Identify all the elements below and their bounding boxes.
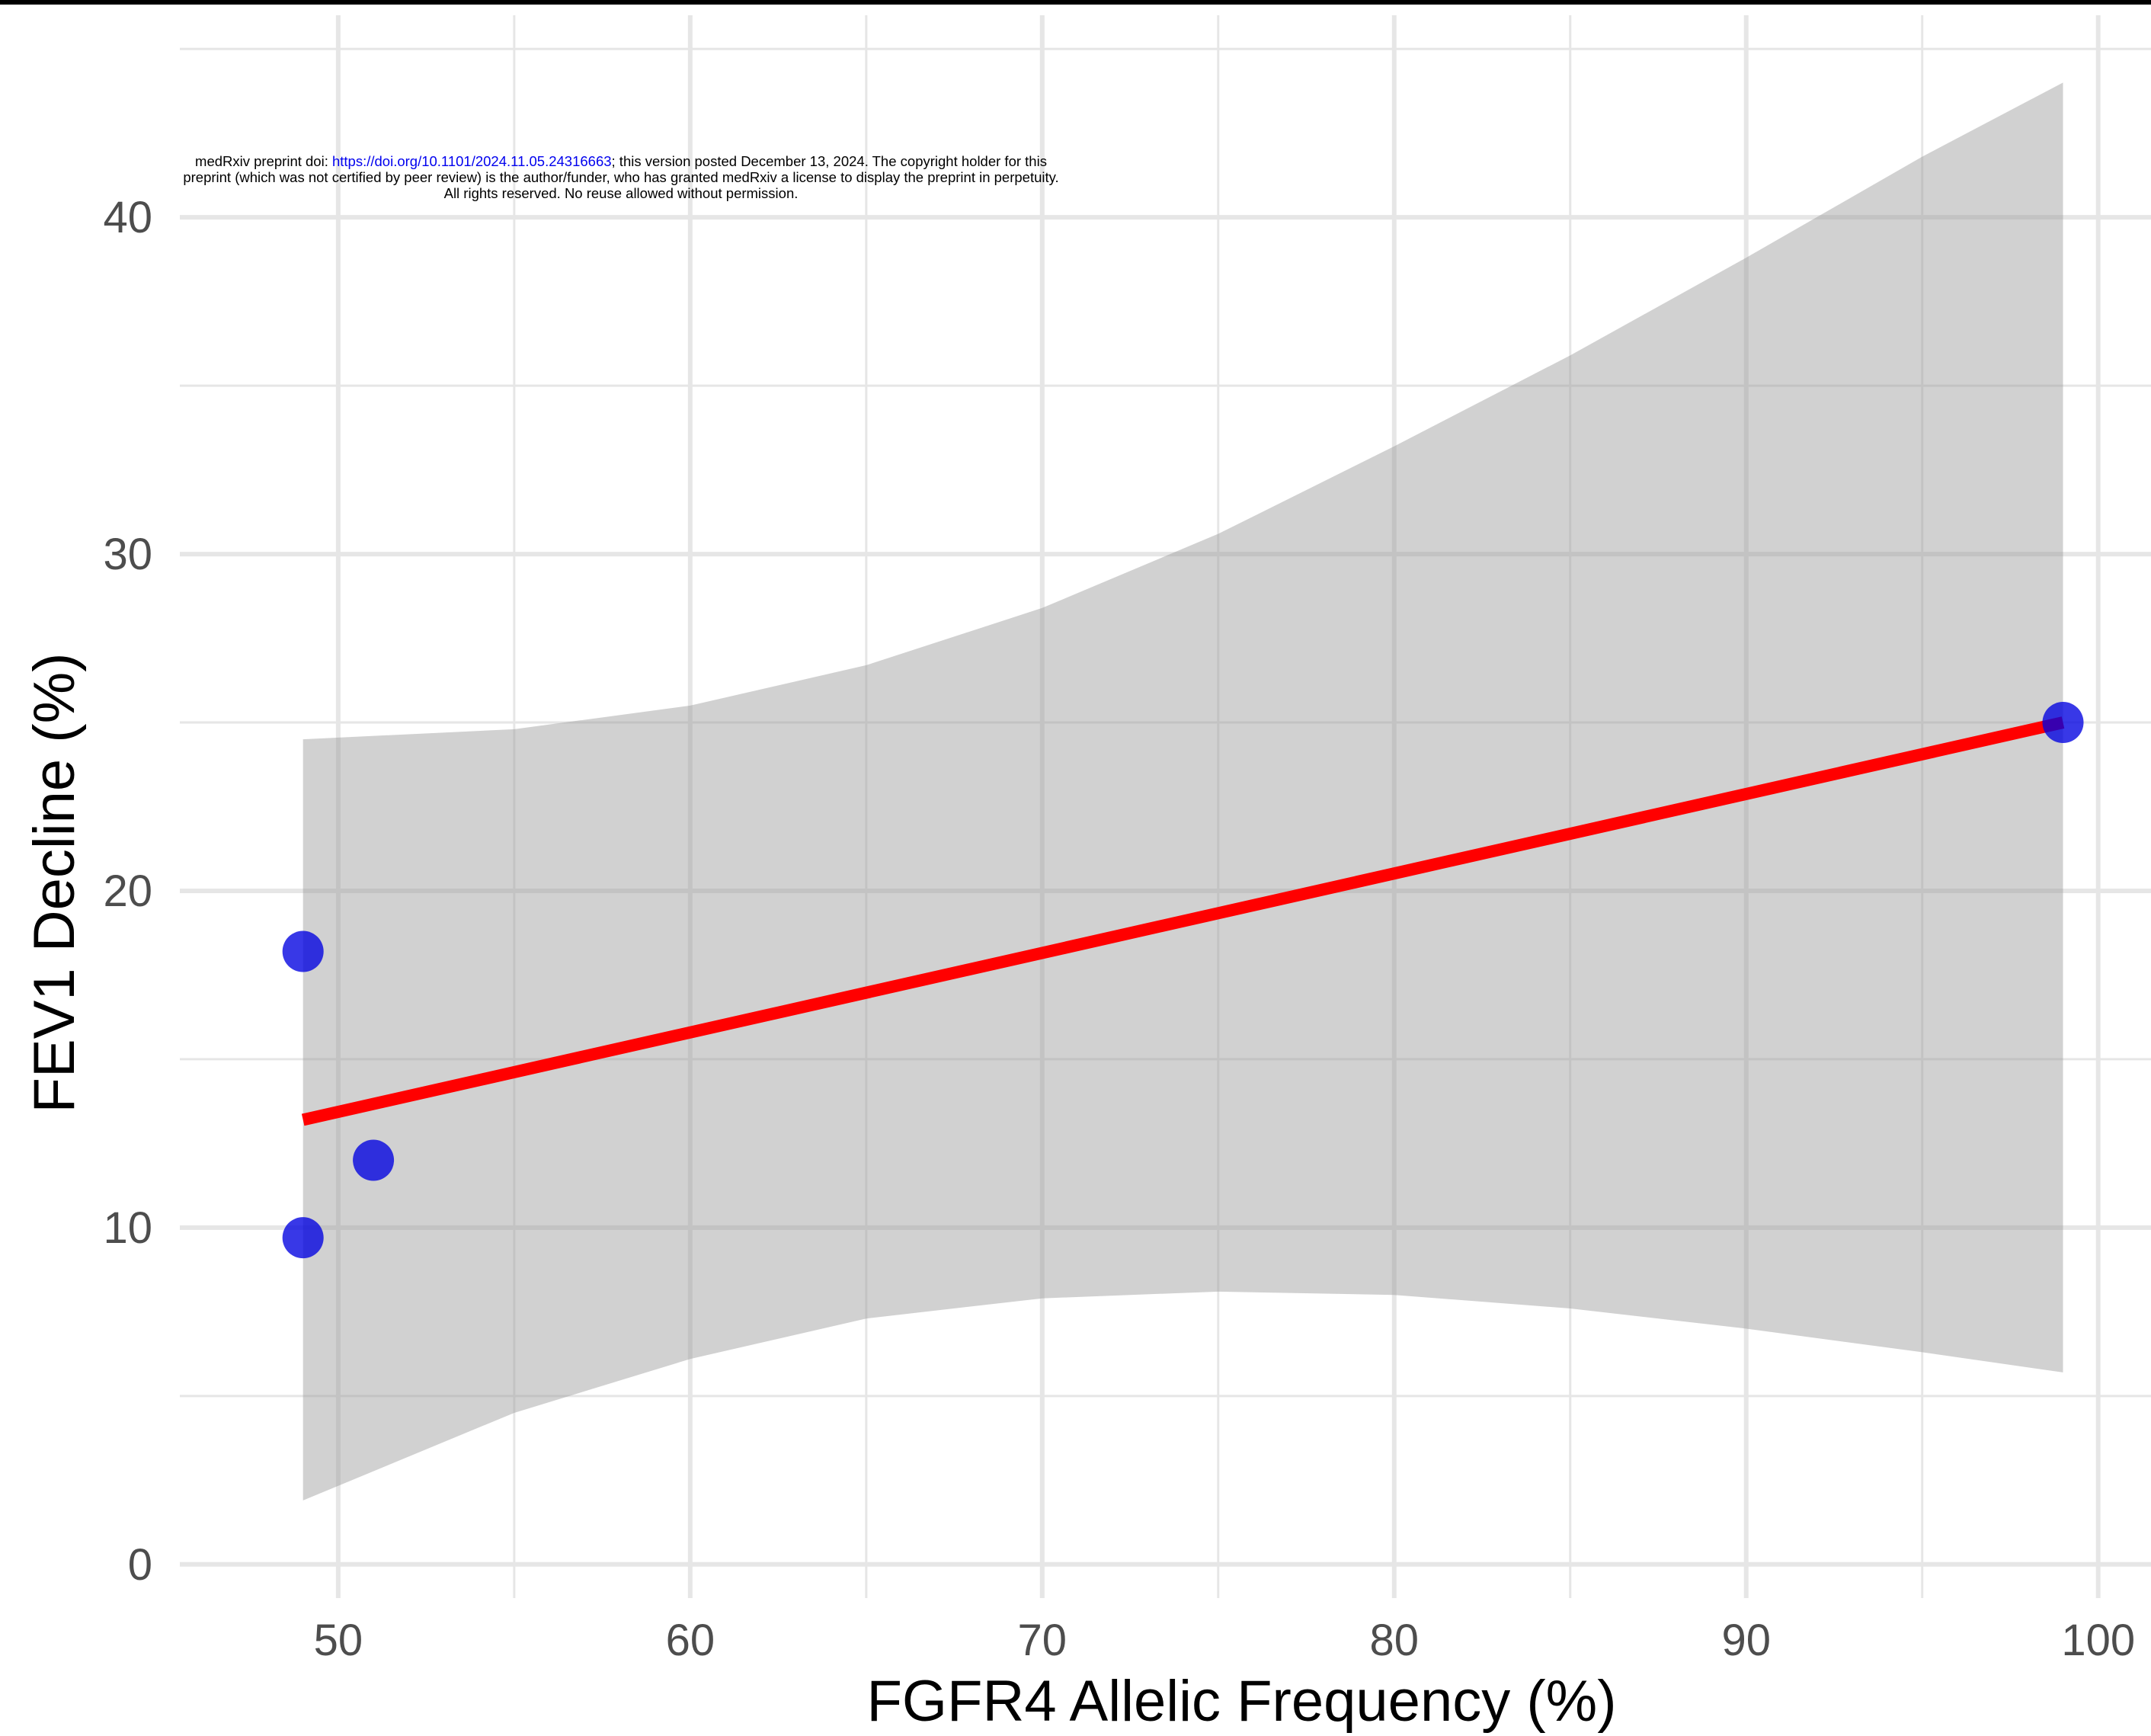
doi-link[interactable]: https://doi.org/10.1101/2024.11.05.24316… xyxy=(331,153,612,169)
y-tick-label: 0 xyxy=(128,1540,152,1590)
data-point xyxy=(353,1139,395,1181)
notice-line-3: All rights reserved. No reuse allowed wi… xyxy=(443,185,799,201)
y-tick-label: 30 xyxy=(103,530,152,579)
x-axis-title: FGFR4 Allelic Frequency (%) xyxy=(866,1669,1616,1734)
y-axis-ticks: 0 10 20 30 40 xyxy=(103,193,152,1590)
preprint-notice: medRxiv preprint doi: https://doi.org/10… xyxy=(107,153,1135,201)
confidence-band xyxy=(302,82,2063,1501)
y-tick-label: 20 xyxy=(103,866,152,916)
notice-prefix: medRxiv preprint doi: xyxy=(195,153,332,169)
notice-line-1: medRxiv preprint doi: https://doi.org/10… xyxy=(107,153,1135,169)
data-points xyxy=(282,702,2084,1259)
x-tick-label: 90 xyxy=(1721,1616,1771,1665)
major-gridlines xyxy=(180,15,2151,1598)
data-point xyxy=(282,930,324,972)
notice-line-2: preprint (which was not certified by pee… xyxy=(183,169,1059,185)
regression-line xyxy=(301,716,2065,1126)
top-border xyxy=(0,0,2151,5)
x-tick-label: 100 xyxy=(2061,1616,2135,1665)
notice-suffix: ; this version posted December 13, 2024.… xyxy=(611,153,1047,169)
y-tick-label: 40 xyxy=(103,193,152,242)
x-axis-ticks: 50 60 70 80 90 100 xyxy=(314,1616,2135,1665)
y-axis-title: FEV1 Decline (%) xyxy=(22,653,87,1113)
x-tick-label: 70 xyxy=(1018,1616,1067,1665)
y-tick-label: 10 xyxy=(103,1203,152,1253)
data-point xyxy=(2042,702,2084,744)
data-point xyxy=(282,1217,324,1259)
x-tick-label: 60 xyxy=(666,1616,715,1665)
x-tick-label: 80 xyxy=(1370,1616,1420,1665)
minor-gridlines xyxy=(180,15,2151,1598)
x-tick-label: 50 xyxy=(314,1616,363,1665)
